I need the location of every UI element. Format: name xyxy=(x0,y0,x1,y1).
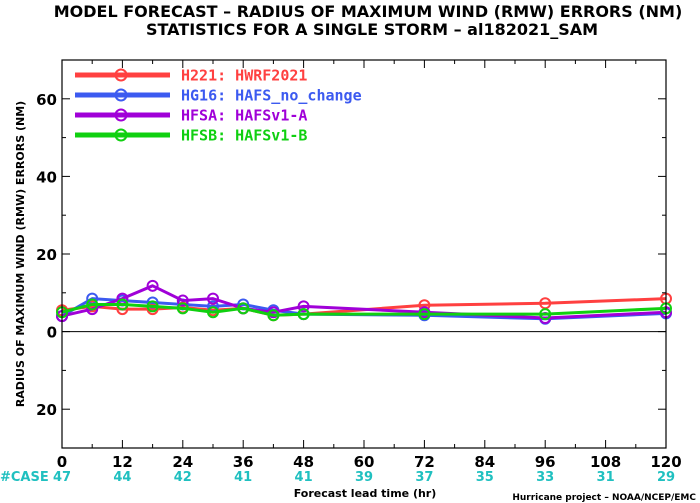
case-count: 29 xyxy=(657,470,675,485)
chart-title: MODEL FORECAST – RADIUS OF MAXIMUM WIND … xyxy=(54,2,683,21)
case-count: 39 xyxy=(355,470,373,485)
chart-subtitle: STATISTICS FOR A SINGLE STORM – al182021… xyxy=(146,20,598,39)
x-tick-label: 72 xyxy=(414,453,435,471)
legend-label: HFSA: HAFSv1-A xyxy=(181,107,307,125)
y-tick-label: 60 xyxy=(36,91,57,109)
legend-label: HFSB: HAFSv1-B xyxy=(181,127,307,145)
x-tick-label: 60 xyxy=(354,453,375,471)
data-point xyxy=(539,308,552,321)
legend-marker xyxy=(114,68,128,82)
x-tick-label: 12 xyxy=(112,453,133,471)
case-count: 41 xyxy=(234,470,252,485)
data-point xyxy=(207,306,219,319)
x-tick-label: 96 xyxy=(535,453,556,471)
data-point xyxy=(207,292,219,305)
footer-credit: Hurricane project – NOAA/NCEP/EMC xyxy=(512,493,696,503)
data-point xyxy=(297,308,310,321)
legend-marker xyxy=(114,88,128,102)
data-point xyxy=(418,308,431,321)
case-count: 31 xyxy=(597,470,615,485)
x-axis-label: Forecast lead time (hr) xyxy=(294,487,437,500)
data-point xyxy=(176,294,189,307)
data-point xyxy=(86,298,99,311)
y-tick-label: 20 xyxy=(36,401,57,419)
case-count: 37 xyxy=(415,470,433,485)
x-tick-label: 0 xyxy=(57,453,67,471)
case-count: 41 xyxy=(295,470,313,485)
data-point xyxy=(146,279,159,292)
legend-label: HG16: HAFS_no_change xyxy=(181,87,362,105)
legend: H221: HWRF2021 HG16: HAFS_no_change HFSA: … xyxy=(75,67,362,145)
legend-marker xyxy=(114,128,128,142)
y-tick-label: 20 xyxy=(36,246,57,264)
data-point xyxy=(237,302,250,315)
case-count: 47 xyxy=(53,470,71,485)
x-tick-label: 84 xyxy=(474,453,495,471)
x-tick-label: 108 xyxy=(590,453,621,471)
y-tick-label: 0 xyxy=(47,324,57,342)
data-point xyxy=(146,300,159,313)
data-point xyxy=(176,302,189,315)
case-count: 33 xyxy=(536,470,554,485)
y-axis-label: RADIUS OF MAXIMUM WIND (RMW) ERRORS (NM) xyxy=(14,101,27,407)
case-label: #CASE xyxy=(0,470,49,485)
x-tick-label: 120 xyxy=(650,453,681,471)
case-count: 42 xyxy=(174,470,192,485)
data-point xyxy=(267,309,280,322)
x-tick-label: 48 xyxy=(293,453,314,471)
data-point xyxy=(297,300,310,313)
plot-frame xyxy=(61,59,667,449)
legend-label: H221: HWRF2021 xyxy=(181,67,307,85)
case-count: 44 xyxy=(113,470,131,485)
series-4 xyxy=(56,298,672,322)
data-point xyxy=(116,298,129,311)
y-tick-label: 40 xyxy=(36,168,57,186)
x-tick-label: 24 xyxy=(172,453,193,471)
x-tick-label: 36 xyxy=(233,453,254,471)
legend-marker xyxy=(114,108,128,122)
case-count: 35 xyxy=(476,470,494,485)
